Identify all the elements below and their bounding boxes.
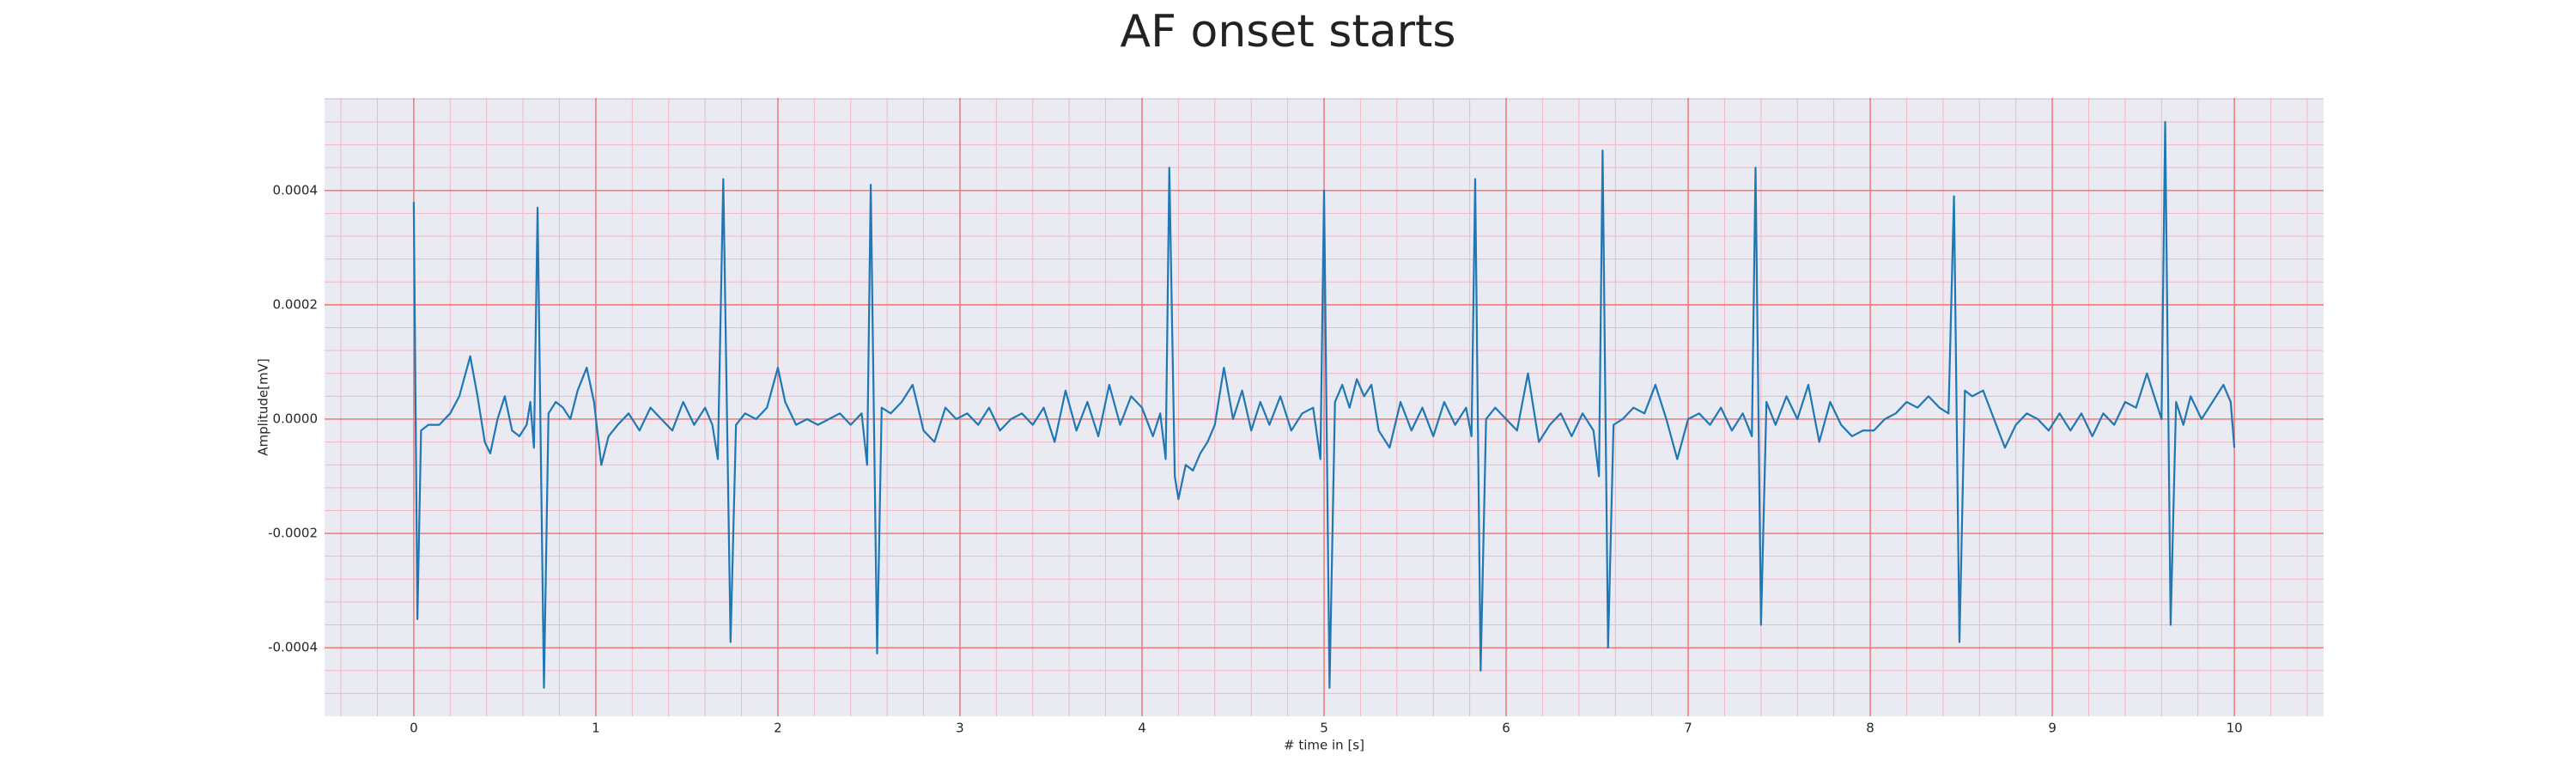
x-tick-label: 2 [774,721,782,736]
y-tick-label: 0.0002 [273,296,319,312]
y-axis-label: Amplitude[mV] [256,358,271,455]
x-tick-label: 1 [592,721,600,736]
signal-line [412,120,2236,689]
x-tick-label: 7 [1684,721,1692,736]
y-tick-label: 0.0004 [273,182,319,198]
x-axis-label: # time in [s] [1284,738,1364,753]
x-tick-label: 9 [2048,721,2057,736]
x-tick-label: 5 [1320,721,1328,736]
x-tick-label: 10 [2227,721,2243,736]
y-tick-label: -0.0002 [268,526,318,541]
chart-title: AF onset starts [1121,6,1456,58]
x-tick-label: 3 [956,721,964,736]
x-tick-label: 8 [1866,721,1874,736]
x-tick-label: 6 [1502,721,1510,736]
y-tick-label: -0.0004 [268,640,318,655]
x-tick-label: 4 [1138,721,1146,736]
y-tick-label: 0.0000 [273,411,319,426]
x-tick-label: 0 [410,721,418,736]
